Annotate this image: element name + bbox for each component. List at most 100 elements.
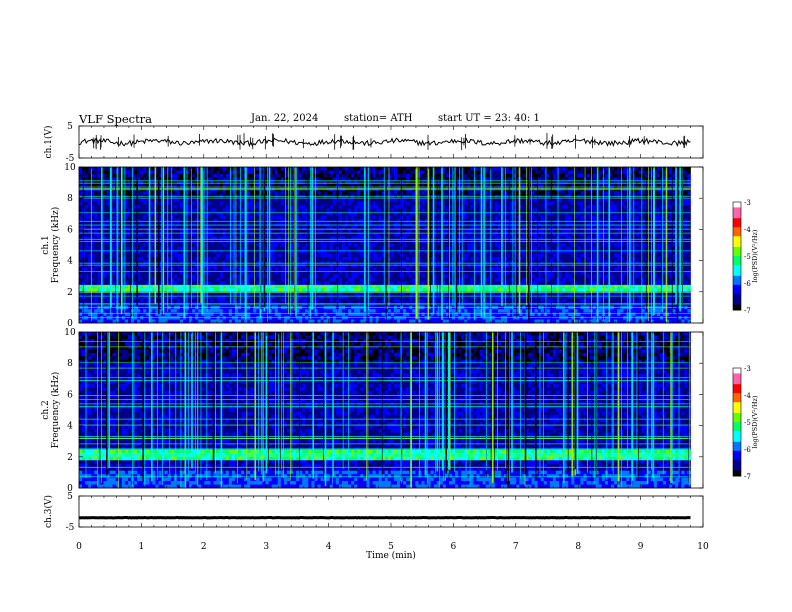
spectrogram-cell (204, 198, 208, 202)
spectrogram-cell (143, 267, 147, 272)
spectrogram-cell (357, 250, 361, 254)
spectrogram-cell (247, 222, 251, 227)
spectrogram-cell (390, 205, 395, 209)
spectrogram-cell (124, 291, 129, 296)
spectrogram-cell (400, 208, 404, 213)
spectrogram-cell (231, 208, 236, 213)
spectrogram-cell (88, 319, 92, 324)
spectrogram-cell (140, 222, 144, 227)
spectrogram-cell (332, 257, 337, 261)
spectrogram-cell (299, 291, 303, 296)
spectrogram-cell (192, 236, 196, 241)
spectrogram-cell (332, 316, 337, 320)
spectrogram-cell (375, 180, 379, 185)
spectrogram-cell (299, 253, 303, 258)
spectrogram-cell (305, 246, 309, 251)
spectrogram-cell (289, 215, 294, 220)
spectrogram-cell (305, 219, 309, 223)
spectrogram-cell (314, 170, 318, 175)
spectrogram-cell (250, 274, 254, 279)
spectrogram-cell (400, 271, 404, 275)
spectrogram-cell (213, 277, 217, 282)
spectrogram-cell (219, 253, 224, 258)
spectrogram-cell (289, 191, 294, 196)
spectrogram-cell (250, 198, 254, 202)
spectrogram-cell (296, 225, 300, 230)
spectrogram-cell (85, 191, 89, 196)
spectrogram-cell (320, 312, 324, 317)
spectrogram-cell (91, 236, 95, 241)
spectrogram-cell (234, 243, 239, 248)
spectrogram-cell (170, 257, 175, 261)
spectrogram-cell (85, 295, 89, 300)
spectrogram-cell (280, 271, 285, 275)
spectrogram-cell (158, 236, 162, 241)
spectrogram-cell (85, 316, 89, 320)
spectrogram-cell (372, 264, 376, 268)
spectrogram-cell (369, 298, 373, 303)
spectrogram-cell (250, 208, 254, 213)
spectrogram-cell (170, 246, 175, 251)
spectrogram-cell (274, 236, 279, 241)
spectrogram-cell (250, 215, 254, 220)
spectrogram-cell (253, 267, 257, 272)
spectrogram-cell (189, 284, 193, 289)
spectrogram-cell (155, 291, 159, 296)
spectrogram-cell (311, 274, 315, 279)
spectrogram-cell (234, 281, 239, 286)
spectrogram-cell (176, 267, 181, 272)
spectrogram-cell (250, 319, 254, 324)
spectrogram-cell (222, 201, 227, 206)
spectrogram-cell (225, 312, 230, 317)
spectrogram-cell (406, 246, 410, 251)
spectrogram-cell (357, 232, 361, 237)
spectrogram-cell (256, 205, 260, 209)
spectrogram-cell (296, 236, 300, 241)
spectrogram-cell (207, 309, 211, 313)
spectrogram-cell (238, 319, 242, 324)
spectrogram-cell (378, 288, 382, 293)
spectrogram-cell (94, 177, 98, 182)
spectrogram-cell (280, 246, 285, 251)
spectrogram-cell (198, 260, 202, 265)
spectrogram-cell (210, 295, 214, 300)
spectrogram-cell (372, 267, 376, 272)
spectrogram-cell (329, 170, 334, 175)
spectrogram-cell (308, 215, 312, 220)
spectrogram-cell (85, 173, 89, 178)
spectrogram-cell (326, 312, 331, 317)
spectrogram-cell (375, 253, 379, 258)
spectrogram-cell (381, 288, 386, 293)
spectrogram-cell (274, 267, 279, 272)
spectrogram-cell (112, 180, 116, 185)
spectrogram-cell (256, 291, 260, 296)
spectrogram-cell (152, 277, 156, 282)
spectrogram-cell (400, 229, 404, 234)
spectrogram-cell (329, 257, 334, 261)
spectrogram-cell (338, 208, 343, 213)
spectrogram-cell (164, 198, 168, 202)
spectrogram-cell (357, 177, 361, 182)
spectrogram-cell (381, 257, 386, 261)
spectrogram-cell (299, 264, 303, 268)
spectrogram-cell (167, 291, 172, 296)
spectrogram-cell (369, 215, 373, 220)
start-time-label: start UT = 23: 40: 1 (438, 113, 540, 124)
spectrogram-cell (106, 250, 110, 254)
spectrogram-cell (115, 225, 120, 230)
spectrogram-cell (207, 295, 211, 300)
spectrogram-cell (103, 180, 107, 185)
spectrogram-cell (280, 184, 285, 189)
spectrogram-cell (323, 250, 327, 254)
spectrogram-cell (186, 267, 190, 272)
spectrogram-cell (332, 274, 337, 279)
spectrogram-cell (121, 212, 126, 216)
spectrogram-cell (149, 264, 153, 268)
spectrogram-cell (146, 167, 150, 171)
spectrogram-cell (91, 267, 95, 272)
spectrogram-cell (164, 191, 168, 196)
spectrogram-cell (219, 298, 224, 303)
spectrogram-cell (250, 191, 254, 196)
spectrogram-cell (143, 291, 147, 296)
spectrogram-cell (348, 236, 352, 241)
